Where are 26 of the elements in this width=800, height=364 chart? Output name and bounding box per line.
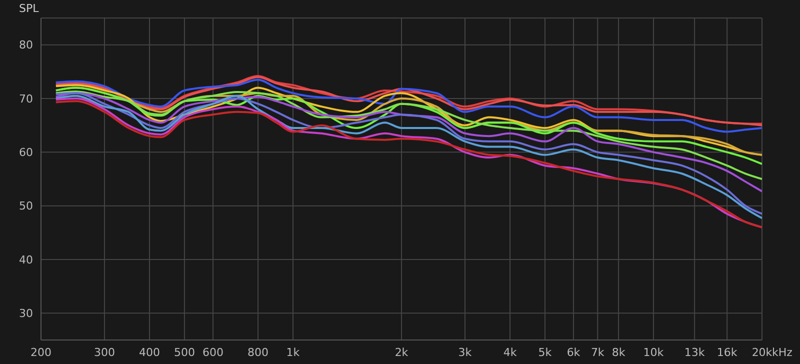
x-tick-label: 300 <box>94 346 115 359</box>
x-tick-label: 5k <box>538 346 552 359</box>
x-tick-label: 13k <box>684 346 706 359</box>
x-tick-label: 7k <box>590 346 605 359</box>
x-tick-label: 500 <box>174 346 195 359</box>
y-tick-label: 30 <box>19 307 33 320</box>
y-axis-title: SPL <box>19 2 39 15</box>
y-tick-label: 40 <box>19 253 33 266</box>
x-tick-label: 16k <box>716 346 738 359</box>
x-tick-label: 200 <box>30 346 52 359</box>
x-tick-label: 1k <box>286 346 300 359</box>
x-axis-title: kHz <box>772 346 792 359</box>
y-tick-label: 80 <box>19 38 33 52</box>
x-tick-label: 20k <box>752 346 773 359</box>
y-tick-label: 70 <box>19 92 33 106</box>
x-tick-label: 2k <box>394 346 409 359</box>
x-tick-label: 600 <box>202 346 224 359</box>
x-tick-label: 10k <box>643 346 664 359</box>
x-tick-label: 3k <box>458 346 472 359</box>
y-tick-label: 60 <box>19 146 33 160</box>
x-tick-label: 400 <box>139 346 160 359</box>
x-tick-label: 6k <box>566 346 581 359</box>
x-tick-label: 8k <box>612 346 626 359</box>
x-tick-label: 800 <box>248 346 269 359</box>
x-tick-label: 4k <box>503 346 518 359</box>
y-tick-label: 50 <box>19 200 33 213</box>
